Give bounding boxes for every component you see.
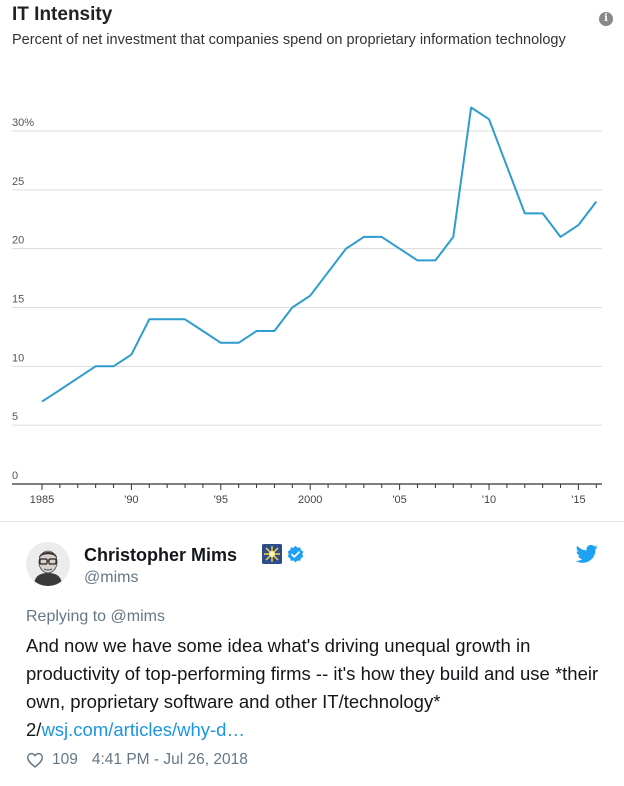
avatar[interactable] (26, 542, 70, 586)
display-name[interactable]: Christopher Mims (84, 545, 238, 565)
y-tick-label: 15 (12, 294, 24, 306)
x-tick-label: '10 (482, 494, 496, 506)
divider (0, 521, 624, 522)
timestamp[interactable]: 4:41 PM - Jul 26, 2018 (91, 751, 248, 768)
x-tick-label: '15 (571, 494, 585, 506)
tweet-meta: 109 4:41 PM - Jul 26, 2018 (26, 748, 248, 772)
tweet-text: And now we have some idea what's driving… (26, 632, 606, 744)
tweet[interactable]: Christopher Mims @mims Replying to @mims… (0, 522, 624, 786)
x-tick-label: '95 (214, 494, 228, 506)
series-line (41, 106, 598, 403)
twitter-bird-icon[interactable] (575, 544, 598, 564)
chart-subtitle: Percent of net investment that companies… (12, 32, 566, 48)
like-count[interactable]: 109 (52, 751, 78, 768)
y-tick-label: 30% (12, 117, 34, 129)
chart-card: IT Intensity Percent of net investment t… (12, 4, 613, 506)
y-tick-label: 0 (12, 470, 18, 482)
y-tick-label: 10 (12, 352, 24, 364)
y-tick-label: 25 (12, 176, 24, 188)
sparkle-emoji-icon (262, 544, 282, 564)
line-chart: 0 5 10 15 20 25 30% 1985 '90 '95 2000 '05 '10 '15 (12, 106, 602, 506)
x-tick-label: '05 (392, 494, 406, 506)
info-icon[interactable]: i (599, 12, 613, 26)
tweet-body: And now we have some idea what's driving… (26, 635, 599, 740)
y-tick-label: 20 (12, 235, 24, 247)
verified-badge-icon (286, 545, 305, 564)
user-handle[interactable]: @mims (84, 569, 139, 586)
x-tick-label: '90 (124, 494, 138, 506)
article-link[interactable]: wsj.com/articles/why-d… (41, 719, 245, 740)
y-tick-label: 5 (12, 411, 18, 423)
chart-title: IT Intensity (12, 4, 113, 25)
avatar-portrait-icon (26, 542, 70, 586)
replying-to[interactable]: Replying to @mims (26, 608, 165, 625)
x-tick-label: 1985 (30, 494, 54, 506)
heart-icon[interactable] (26, 752, 44, 768)
x-tick-label: 2000 (298, 494, 322, 506)
